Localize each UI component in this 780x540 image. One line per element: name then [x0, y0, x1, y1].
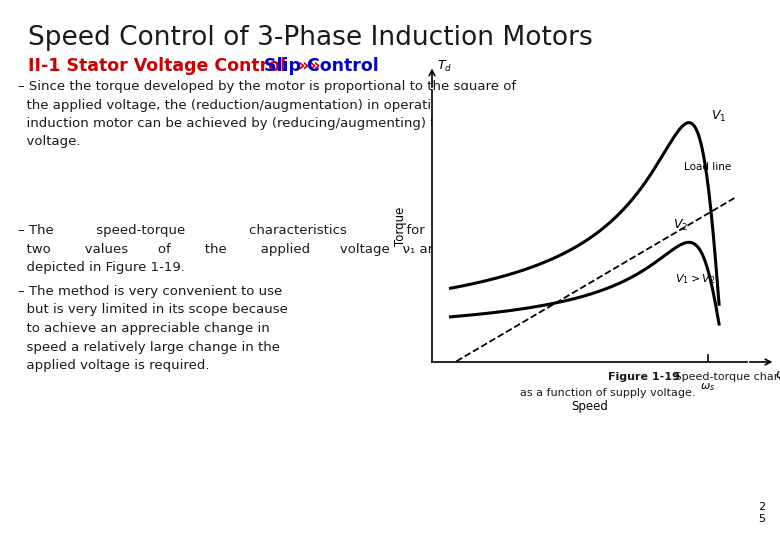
Text: as a function of supply voltage.: as a function of supply voltage.: [520, 388, 696, 398]
Text: II-1 Stator Voltage Control  »»: II-1 Stator Voltage Control »»: [28, 57, 321, 75]
Text: Speed Control of 3-Phase Induction Motors: Speed Control of 3-Phase Induction Motor…: [28, 25, 593, 51]
Text: $T_d$: $T_d$: [437, 58, 452, 73]
Text: $V_1$: $V_1$: [711, 109, 726, 124]
Text: Load line: Load line: [684, 161, 732, 172]
Text: – The method is very convenient to use
  but is very limited in its scope becaus: – The method is very convenient to use b…: [18, 285, 288, 372]
Text: Speed: Speed: [571, 400, 608, 413]
Text: $V_2$: $V_2$: [673, 218, 688, 233]
Text: $\omega_s$: $\omega_s$: [700, 381, 715, 393]
Text: Figure 1-19: Figure 1-19: [608, 372, 680, 382]
Text: $V_1 > V_2$: $V_1 > V_2$: [675, 272, 714, 286]
Text: Slip Control: Slip Control: [258, 57, 379, 75]
Text: Speed-torque characteristics: Speed-torque characteristics: [671, 372, 780, 382]
Text: – Since the torque developed by the motor is proportional to the square of
  the: – Since the torque developed by the moto…: [18, 80, 530, 148]
Text: Torque: Torque: [394, 206, 407, 246]
Text: $\omega_m$: $\omega_m$: [775, 370, 780, 383]
Text: 5: 5: [758, 514, 765, 524]
Text: 2: 2: [758, 502, 765, 512]
Text: – The          speed-torque               characteristics              for
  two: – The speed-torque characteristics for t…: [18, 224, 441, 274]
